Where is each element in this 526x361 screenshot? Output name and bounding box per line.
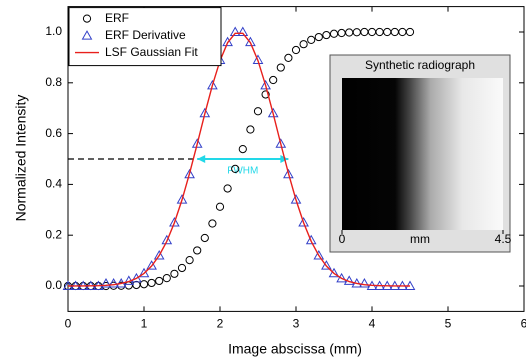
y-tick-label: 0.0 [45, 278, 62, 292]
y-tick-label: 0.4 [45, 177, 62, 191]
erf-point [406, 28, 413, 35]
y-tick-label: 1.0 [45, 24, 62, 38]
erf-point [186, 256, 193, 263]
erf-point [338, 29, 345, 36]
erf-point [171, 270, 178, 277]
x-tick-label: 1 [141, 317, 148, 331]
erf-point [148, 279, 155, 286]
erf-point [133, 281, 140, 288]
chart: Image abscissa (mm) Normalized Intensity… [0, 0, 526, 361]
legend-label: ERF Derivative [105, 28, 186, 42]
x-tick-label: 3 [293, 317, 300, 331]
erf-point [376, 28, 383, 35]
erf-point [346, 29, 353, 36]
x-tick-label: 2 [217, 317, 224, 331]
erf-point [125, 282, 132, 289]
derivative-point [360, 279, 369, 287]
erf-point [209, 220, 216, 227]
erf-point [361, 28, 368, 35]
erf-point [285, 54, 292, 61]
erf-point [178, 264, 185, 271]
inset: Synthetic radiograph mm 0 4.5 [330, 55, 512, 252]
y-axis-label: Normalized Intensity [13, 95, 29, 222]
y-tick-label: 0.8 [45, 75, 62, 89]
x-tick-label: 5 [445, 317, 452, 331]
y-tick-label: 0.6 [45, 126, 62, 140]
erf-point [330, 30, 337, 37]
x-tick-label: 6 [521, 317, 526, 331]
erf-point [399, 28, 406, 35]
erf-point [300, 41, 307, 48]
inset-title: Synthetic radiograph [365, 58, 475, 72]
erf-point [292, 46, 299, 53]
inset-tick-label: 0 [339, 232, 346, 246]
erf-point [308, 36, 315, 43]
erf-point [384, 28, 391, 35]
legend-label: LSF Gaussian Fit [105, 45, 198, 59]
erf-point [315, 33, 322, 40]
y-tick-label: 0.2 [45, 227, 62, 241]
erf-point [239, 145, 246, 152]
erf-point [156, 277, 163, 284]
erf-point [194, 247, 201, 254]
inset-x-label: mm [410, 232, 430, 246]
erf-point [254, 108, 261, 115]
legend: ERF ERF Derivative LSF Gaussian Fit [69, 8, 221, 66]
erf-point [224, 185, 231, 192]
erf-point [247, 126, 254, 133]
erf-point [353, 29, 360, 36]
page: {"chart_data": { "type": "scatter", "x_l… [0, 0, 526, 361]
erf-point [201, 234, 208, 241]
erf-point [277, 64, 284, 71]
inset-tick-label: 4.5 [495, 232, 512, 246]
erf-point [391, 28, 398, 35]
x-tick-label: 0 [65, 317, 72, 331]
erf-point [270, 76, 277, 83]
erf-point [368, 28, 375, 35]
inset-image [342, 78, 503, 230]
erf-point [216, 203, 223, 210]
x-tick-label: 4 [369, 317, 376, 331]
erf-point [323, 31, 330, 38]
erf-point [163, 275, 170, 282]
erf-point [140, 281, 147, 288]
legend-label: ERF [105, 11, 129, 25]
x-axis-label: Image abscissa (mm) [228, 341, 362, 357]
